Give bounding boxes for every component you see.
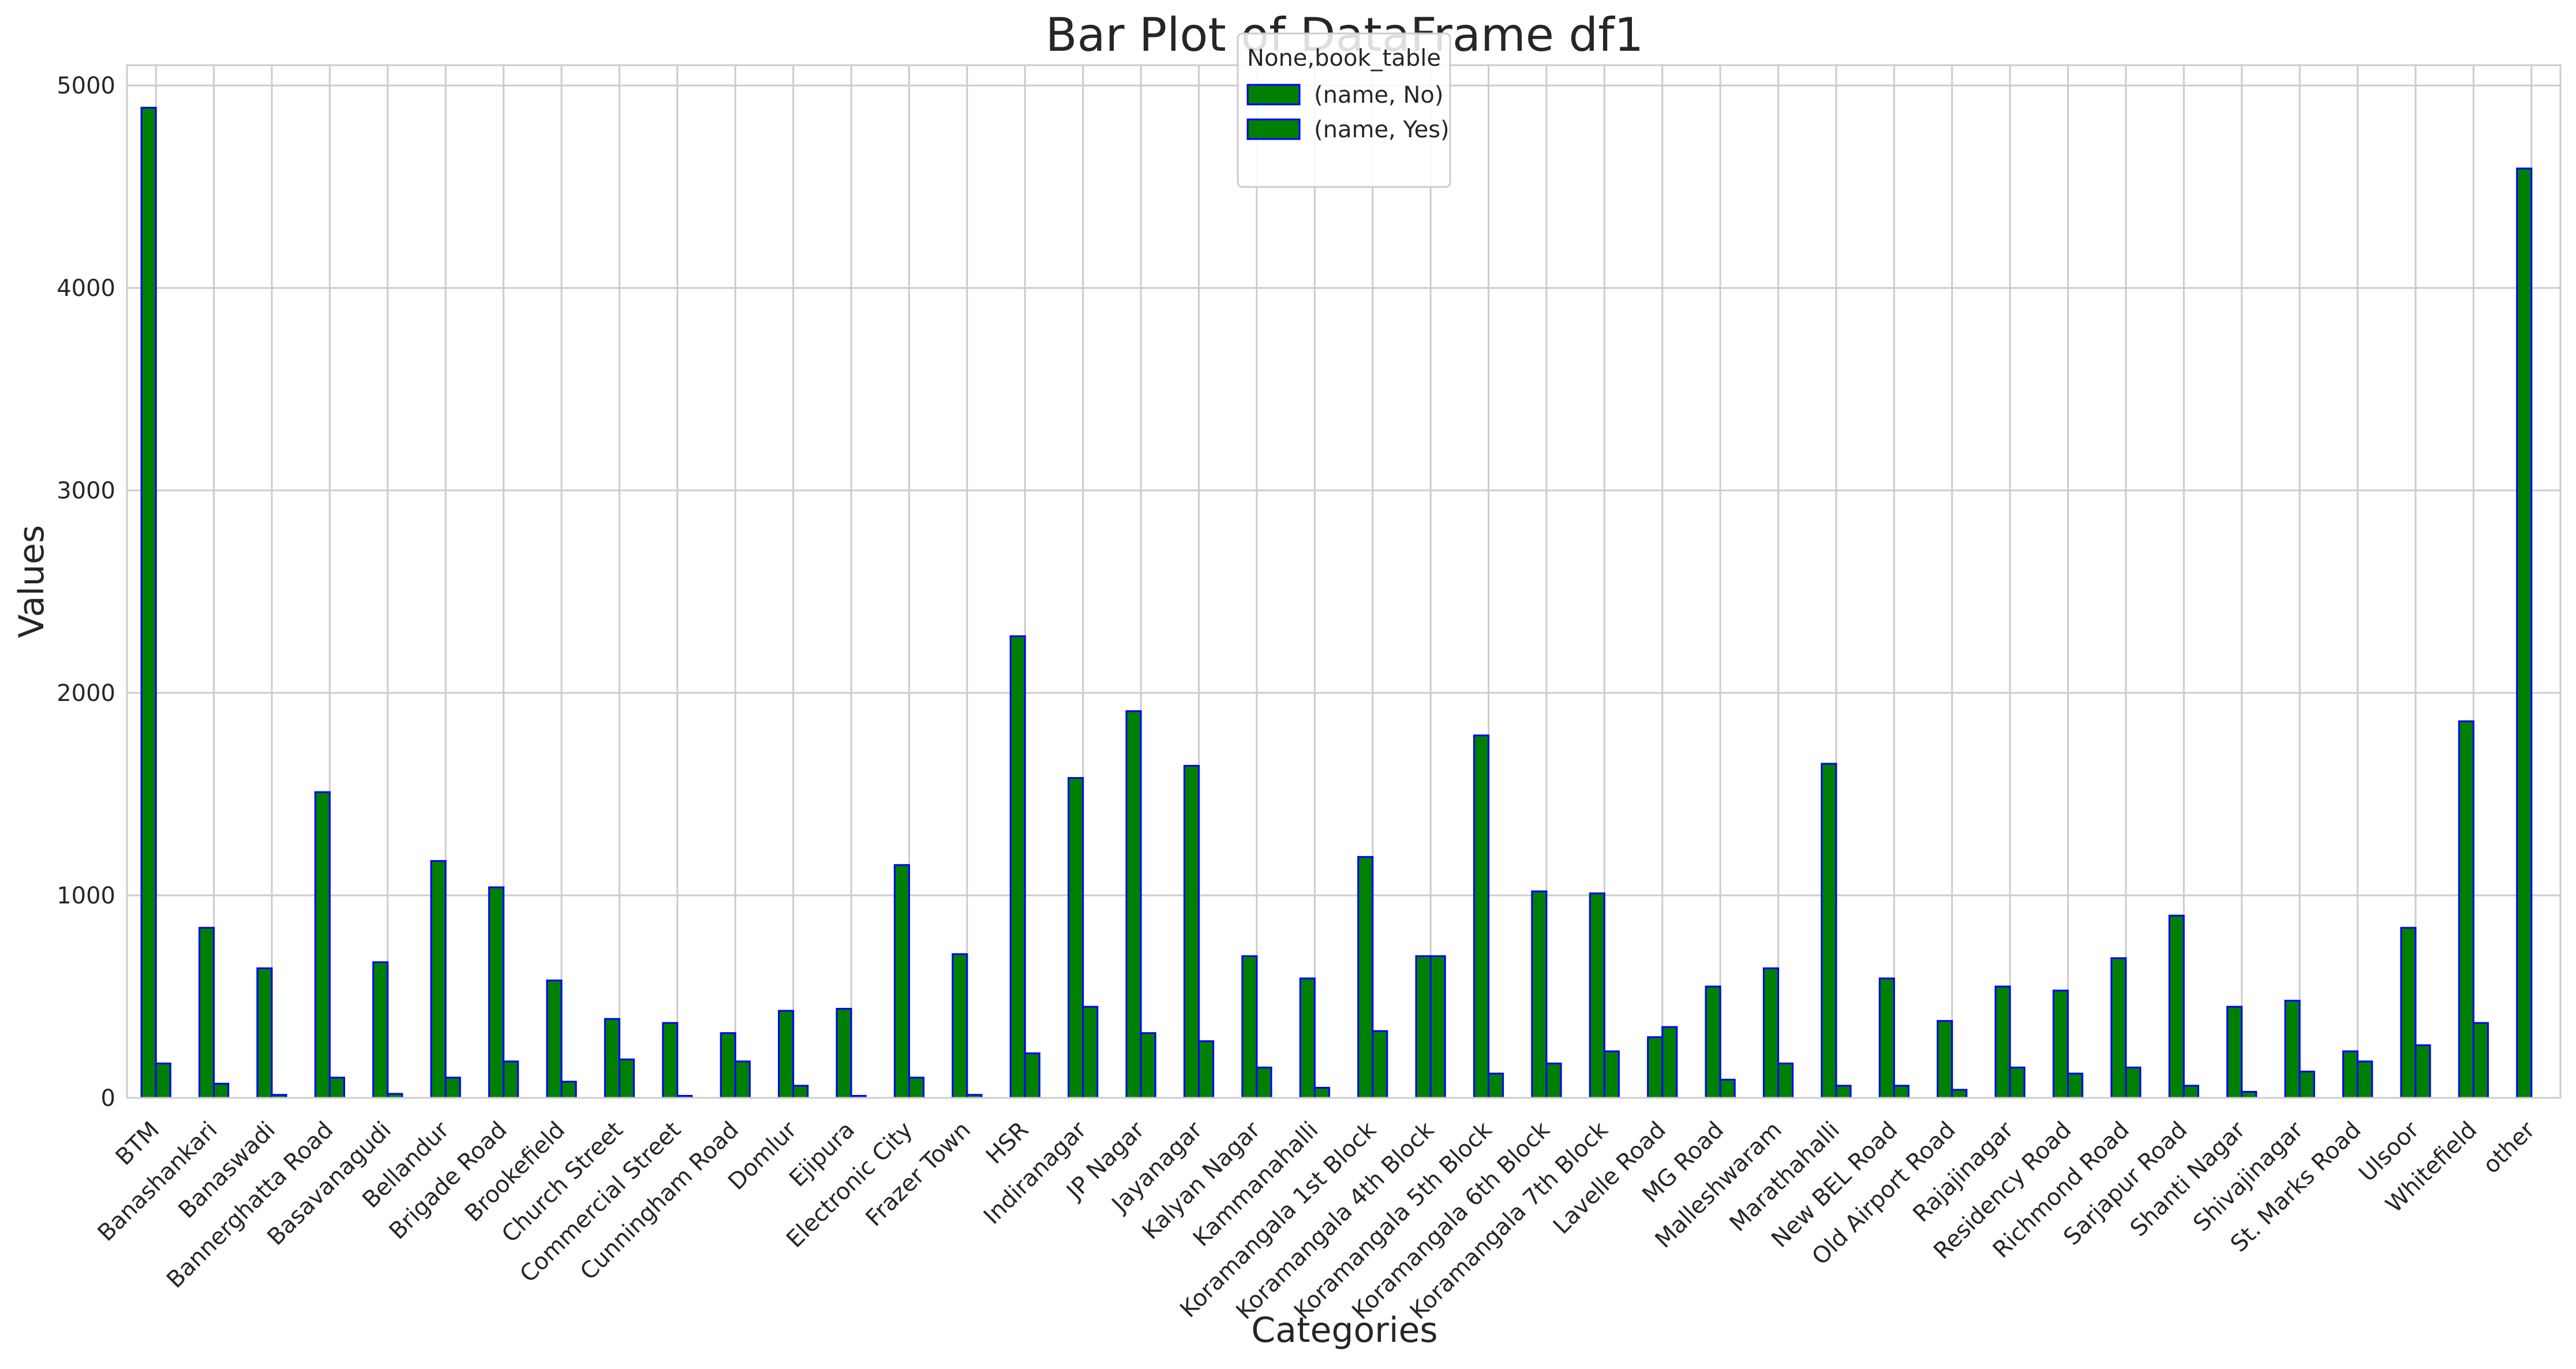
bar-name-yes-sarjapur-road — [2182, 1085, 2199, 1099]
bar-name-no-basavanagudi — [372, 961, 389, 1099]
bar-name-yes-banashankari — [213, 1082, 230, 1099]
bar-name-yes-cunningham-road — [734, 1060, 751, 1099]
bar-name-yes-btm — [155, 1062, 171, 1099]
bar-name-no-mg-road — [1705, 985, 1721, 1099]
bar-name-no-domlur — [778, 1010, 795, 1099]
bar-name-yes-hsr — [1024, 1052, 1040, 1099]
bar-name-yes-ulsoor — [2414, 1044, 2431, 1099]
bar-name-yes-koramangala-7th-block — [1603, 1050, 1620, 1099]
bar-name-no-koramangala-7th-block — [1589, 892, 1605, 1099]
bar-name-no-malleshwaram — [1762, 967, 1780, 1099]
bar-name-no-ulsoor — [2400, 927, 2417, 1099]
bar-name-no-banashankari — [199, 927, 215, 1099]
bar-name-yes-new-bel-road — [1893, 1085, 1909, 1099]
bar-name-yes-richmond-road — [2125, 1066, 2141, 1099]
bar-name-no-koramangala-5th-block — [1473, 734, 1490, 1099]
bar-name-no-jp-nagar — [1125, 710, 1142, 1099]
y-tick-label-0: 0 — [101, 1085, 115, 1112]
bar-name-no-shanti-nagar — [2226, 1006, 2243, 1099]
y-tick-label-5000: 5000 — [57, 73, 115, 99]
legend-swatch-yes — [1246, 118, 1301, 140]
legend-label-no: (name, No) — [1314, 82, 1443, 108]
bar-name-yes-brigade-road — [503, 1060, 519, 1099]
bar-name-yes-koramangala-1st-block — [1372, 1030, 1388, 1099]
bar-name-no-residency-road — [2052, 989, 2069, 1099]
bar-name-no-shivajinagar — [2284, 1000, 2301, 1099]
bar-name-yes-malleshwaram — [1777, 1062, 1794, 1099]
bar-name-yes-rajajinagar — [2009, 1066, 2025, 1099]
bar-name-no-koramangala-1st-block — [1357, 856, 1374, 1099]
y-axis-label: Values — [12, 525, 52, 638]
bar-name-no-btm — [140, 107, 157, 1099]
bars-layer — [140, 107, 2533, 1099]
bar-name-no-commercial-street — [662, 1022, 679, 1099]
y-tick-label-2000: 2000 — [57, 680, 115, 707]
y-tick-labels: 0 1000 2000 3000 4000 5000 — [57, 73, 115, 1112]
bar-name-no-koramangala-4th-block — [1415, 955, 1432, 1099]
bar-name-yes-koramangala-6th-block — [1545, 1062, 1562, 1099]
bar-name-no-lavelle-road — [1647, 1036, 1664, 1099]
bar-name-yes-bellandur — [444, 1077, 461, 1099]
bar-name-no-jayanagar — [1183, 764, 1200, 1099]
bar-name-no-indiranagar — [1068, 777, 1084, 1099]
bar-name-no-bellandur — [430, 860, 447, 1099]
bar-name-yes-domlur — [792, 1085, 809, 1099]
bar-name-yes-jp-nagar — [1140, 1032, 1156, 1099]
bar-name-yes-jayanagar — [1197, 1040, 1215, 1099]
bar-name-no-brookefield — [546, 979, 563, 1099]
bar-name-no-rajajinagar — [1994, 985, 2011, 1099]
bar-name-yes-kammanahalli — [1313, 1086, 1330, 1099]
bar-name-no-whitefield — [2458, 720, 2474, 1099]
bar-name-no-frazer-town — [952, 953, 968, 1099]
bar-name-no-cunningham-road — [720, 1032, 736, 1099]
legend-frame — [1237, 32, 1451, 188]
bar-name-yes-st-marks-road — [2357, 1060, 2373, 1099]
bar-name-yes-shanti-nagar — [2241, 1090, 2257, 1099]
bar-name-no-kammanahalli — [1299, 977, 1316, 1099]
legend-label-yes: (name, Yes) — [1314, 117, 1450, 143]
legend-title: None,book_table — [1247, 45, 1441, 72]
legend-swatch-no — [1246, 84, 1301, 106]
bar-name-yes-mg-road — [1719, 1078, 1736, 1099]
bar-name-yes-church-street — [618, 1058, 635, 1099]
bar-name-no-st-marks-road — [2342, 1050, 2359, 1099]
bar-name-yes-koramangala-4th-block — [1429, 955, 1446, 1099]
bar-name-no-brigade-road — [488, 886, 505, 1099]
bar-name-yes-kalyan-nagar — [1256, 1066, 1272, 1099]
bar-name-no-marathahalli — [1821, 763, 1837, 1099]
bar-name-no-other — [2516, 167, 2533, 1099]
bar-name-yes-shivajinagar — [2298, 1070, 2315, 1099]
bar-name-yes-old-airport-road — [1951, 1089, 1968, 1099]
bar-name-no-richmond-road — [2110, 957, 2127, 1099]
bar-name-no-electronic-city — [893, 864, 910, 1099]
bar-name-no-kalyan-nagar — [1241, 955, 1258, 1099]
bar-name-yes-indiranagar — [1082, 1006, 1099, 1099]
bar-name-no-new-bel-road — [1878, 977, 1895, 1099]
bar-name-no-banaswadi — [256, 967, 273, 1099]
y-tick-label-3000: 3000 — [57, 478, 115, 504]
bar-name-no-hsr — [1009, 635, 1026, 1099]
legend: None,book_table (name, No) (name, Yes) — [1237, 32, 1451, 188]
bar-name-yes-lavelle-road — [1661, 1026, 1678, 1099]
bar-name-yes-electronic-city — [908, 1077, 925, 1099]
y-tick-label-1000: 1000 — [57, 883, 115, 909]
y-tick-label-4000: 4000 — [57, 275, 115, 302]
bar-name-no-ejipura — [836, 1008, 852, 1099]
bar-name-no-koramangala-6th-block — [1531, 890, 1548, 1099]
bar-name-no-old-airport-road — [1937, 1020, 1953, 1099]
bar-name-yes-marathahalli — [1835, 1085, 1852, 1099]
bar-name-yes-bannerghatta-road — [328, 1077, 346, 1099]
bar-name-yes-residency-road — [2067, 1072, 2084, 1099]
bar-name-yes-koramangala-5th-block — [1488, 1072, 1504, 1099]
bar-name-no-bannerghatta-road — [314, 791, 331, 1099]
bar-name-yes-brookefield — [560, 1081, 577, 1099]
bar-name-no-church-street — [604, 1018, 620, 1099]
bar-name-no-sarjapur-road — [2168, 914, 2185, 1099]
x-axis-label: Categories — [1251, 1310, 1437, 1351]
bar-name-yes-whitefield — [2472, 1022, 2489, 1099]
